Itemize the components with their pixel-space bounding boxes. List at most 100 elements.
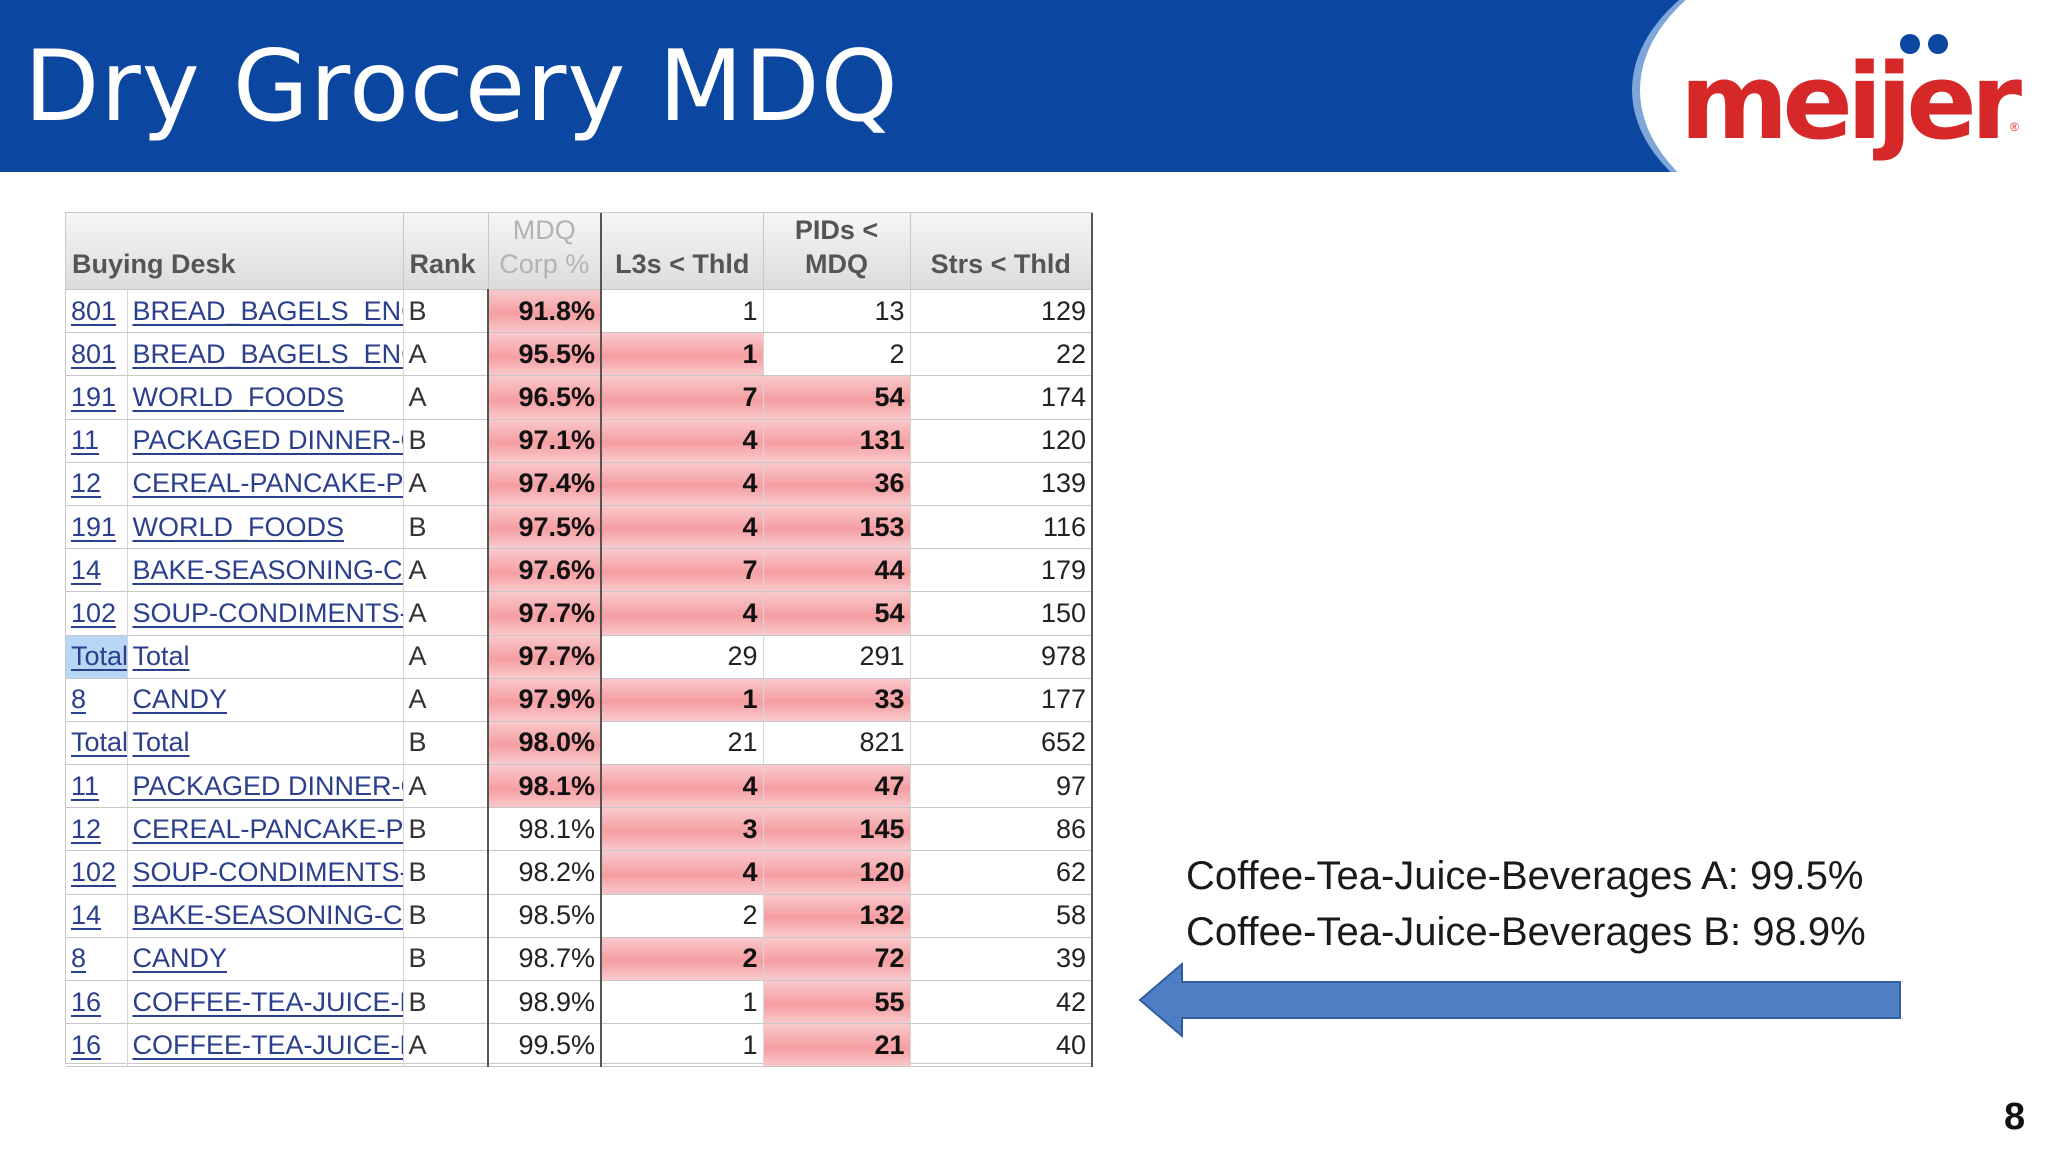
row-buying-desk-code[interactable]: 801 xyxy=(66,289,128,334)
col-header-rank[interactable]: Rank xyxy=(403,213,489,290)
row-buying-desk-code[interactable]: 102 xyxy=(66,850,128,895)
row-mdq-corp-pct: 97.1% xyxy=(487,419,603,463)
table-row: 191 WORLD_FOODS B 97.5% 4 153 116 xyxy=(66,505,1094,550)
row-buying-desk-name[interactable]: CANDY xyxy=(127,937,404,982)
row-rank: A xyxy=(403,764,489,809)
row-l3s-below-threshold: 7 xyxy=(601,375,764,420)
row-buying-desk-code[interactable]: 16 xyxy=(66,1023,128,1068)
col-header-l3s[interactable]: L3s < Thld xyxy=(601,213,764,290)
row-rank: B xyxy=(403,419,489,463)
row-buying-desk-code[interactable]: 12 xyxy=(66,462,128,506)
row-buying-desk-name[interactable]: BAKE-SEASONING-CA xyxy=(127,548,404,593)
col-header-pids[interactable]: PIDs < MDQ xyxy=(763,213,911,290)
row-buying-desk-name[interactable]: BREAD_BAGELS_ENG xyxy=(127,289,404,334)
row-rank: B xyxy=(403,721,489,766)
row-buying-desk-name[interactable]: PACKAGED DINNER-C xyxy=(127,419,404,463)
row-l3s-below-threshold: 1 xyxy=(601,678,764,722)
row-buying-desk-name[interactable]: COFFEE-TEA-JUICE-BE xyxy=(127,980,404,1025)
table-row: 12 CEREAL-PANCAKE-PE A 97.4% 4 36 139 xyxy=(66,462,1094,506)
row-rank: B xyxy=(403,980,489,1025)
row-stores-below-threshold: 174 xyxy=(910,375,1094,420)
row-pids-below-mdq: 33 xyxy=(763,678,911,722)
row-buying-desk-name[interactable]: CEREAL-PANCAKE-PE xyxy=(127,462,404,506)
row-buying-desk-code[interactable]: 191 xyxy=(66,375,128,420)
table-row: 102 SOUP-CONDIMENTS-C A 97.7% 4 54 150 xyxy=(66,591,1094,636)
row-mdq-corp-pct: 97.4% xyxy=(487,462,603,506)
row-buying-desk-code[interactable]: 11 xyxy=(66,764,128,809)
row-buying-desk-code[interactable]: Total xyxy=(66,635,128,679)
row-l3s-below-threshold: 1 xyxy=(601,332,764,377)
mdq-table: Buying Desk Rank MDQ Corp % L3s < Thld P… xyxy=(66,213,1094,1068)
row-buying-desk-code[interactable]: 8 xyxy=(66,937,128,982)
mdq-report-grid: Buying Desk Rank MDQ Corp % L3s < Thld P… xyxy=(65,212,1094,1068)
row-buying-desk-code[interactable]: 191 xyxy=(66,505,128,550)
row-rank: A xyxy=(403,591,489,636)
row-pids-below-mdq: 36 xyxy=(763,462,911,506)
row-buying-desk-code[interactable]: 14 xyxy=(66,548,128,593)
row-buying-desk-name[interactable]: WORLD_FOODS xyxy=(127,375,404,420)
row-l3s-below-threshold: 2 xyxy=(601,894,764,938)
row-mdq-corp-pct: 96.5% xyxy=(487,375,603,420)
row-buying-desk-code[interactable]: 102 xyxy=(66,591,128,636)
row-rank: A xyxy=(403,332,489,377)
registered-mark-icon: ® xyxy=(2010,120,2019,134)
row-pids-below-mdq: 145 xyxy=(763,807,911,852)
col-header-buying-desk[interactable]: Buying Desk xyxy=(66,213,404,290)
row-pids-below-mdq: 55 xyxy=(763,980,911,1025)
row-buying-desk-name[interactable]: PACKAGED DINNER-C xyxy=(127,764,404,809)
row-buying-desk-code[interactable]: Total xyxy=(66,721,128,766)
row-buying-desk-name[interactable]: Total xyxy=(127,635,404,679)
row-rank: A xyxy=(403,1023,489,1068)
meijer-logo: meijer ® xyxy=(1680,24,2022,164)
row-buying-desk-name[interactable]: BAKE-SEASONING-CA xyxy=(127,894,404,938)
row-buying-desk-code[interactable]: 16 xyxy=(66,980,128,1025)
logo-wordmark: meijer xyxy=(1680,41,2022,163)
col-header-strs[interactable]: Strs < Thld xyxy=(910,213,1094,290)
row-buying-desk-name[interactable]: COFFEE-TEA-JUICE-BE xyxy=(127,1023,404,1068)
table-row: 8 CANDY A 97.9% 1 33 177 xyxy=(66,678,1094,722)
row-mdq-corp-pct: 98.1% xyxy=(487,764,603,809)
row-buying-desk-name[interactable]: Total xyxy=(127,721,404,766)
row-mdq-corp-pct: 97.9% xyxy=(487,678,603,722)
row-rank: B xyxy=(403,894,489,938)
row-stores-below-threshold: 40 xyxy=(910,1023,1094,1068)
row-stores-below-threshold: 150 xyxy=(910,591,1094,636)
row-buying-desk-code[interactable]: 12 xyxy=(66,807,128,852)
row-mdq-corp-pct: 91.8% xyxy=(487,289,603,334)
row-buying-desk-code[interactable]: 14 xyxy=(66,894,128,938)
row-buying-desk-code[interactable]: 8 xyxy=(66,678,128,722)
row-buying-desk-code[interactable]: 801 xyxy=(66,332,128,377)
row-buying-desk-name[interactable]: CANDY xyxy=(127,678,404,722)
row-buying-desk-name[interactable]: WORLD_FOODS xyxy=(127,505,404,550)
row-l3s-below-threshold: 1 xyxy=(601,980,764,1025)
left-arrow-icon xyxy=(1138,961,1901,1039)
table-header-row: Buying Desk Rank MDQ Corp % L3s < Thld P… xyxy=(66,213,1094,290)
col-header-mdq-corp-line2: Corp % xyxy=(499,249,590,279)
row-stores-below-threshold: 978 xyxy=(910,635,1094,679)
table-body: 801 BREAD_BAGELS_ENG B 91.8% 1 13 129 801 BREAD_… xyxy=(66,289,1094,1068)
row-buying-desk-name[interactable]: SOUP-CONDIMENTS-C xyxy=(127,591,404,636)
row-buying-desk-code[interactable]: 11 xyxy=(66,419,128,463)
row-rank: B xyxy=(403,937,489,982)
row-stores-below-threshold: 58 xyxy=(910,894,1094,938)
row-pids-below-mdq: 821 xyxy=(763,721,911,766)
row-pids-below-mdq: 132 xyxy=(763,894,911,938)
page-number: 8 xyxy=(2004,1096,2026,1138)
row-stores-below-threshold: 62 xyxy=(910,850,1094,895)
annotation-line-b: Coffee-Tea-Juice-Beverages B: 98.9% xyxy=(1186,910,1866,954)
row-rank: A xyxy=(403,635,489,679)
row-buying-desk-name[interactable]: CEREAL-PANCAKE-PE xyxy=(127,807,404,852)
row-rank: A xyxy=(403,375,489,420)
row-buying-desk-name[interactable]: BREAD_BAGELS_ENG xyxy=(127,332,404,377)
row-pids-below-mdq: 47 xyxy=(763,764,911,809)
row-l3s-below-threshold: 29 xyxy=(601,635,764,679)
row-l3s-below-threshold: 21 xyxy=(601,721,764,766)
row-pids-below-mdq: 13 xyxy=(763,289,911,334)
col-header-mdq-corp[interactable]: MDQ Corp % xyxy=(488,213,603,290)
col-header-mdq-corp-line1: MDQ xyxy=(512,215,576,245)
row-buying-desk-name[interactable]: SOUP-CONDIMENTS-C xyxy=(127,850,404,895)
row-mdq-corp-pct: 95.5% xyxy=(487,332,603,377)
row-mdq-corp-pct: 98.1% xyxy=(487,807,603,852)
table-row: 11 PACKAGED DINNER-C A 98.1% 4 47 97 xyxy=(66,764,1094,809)
